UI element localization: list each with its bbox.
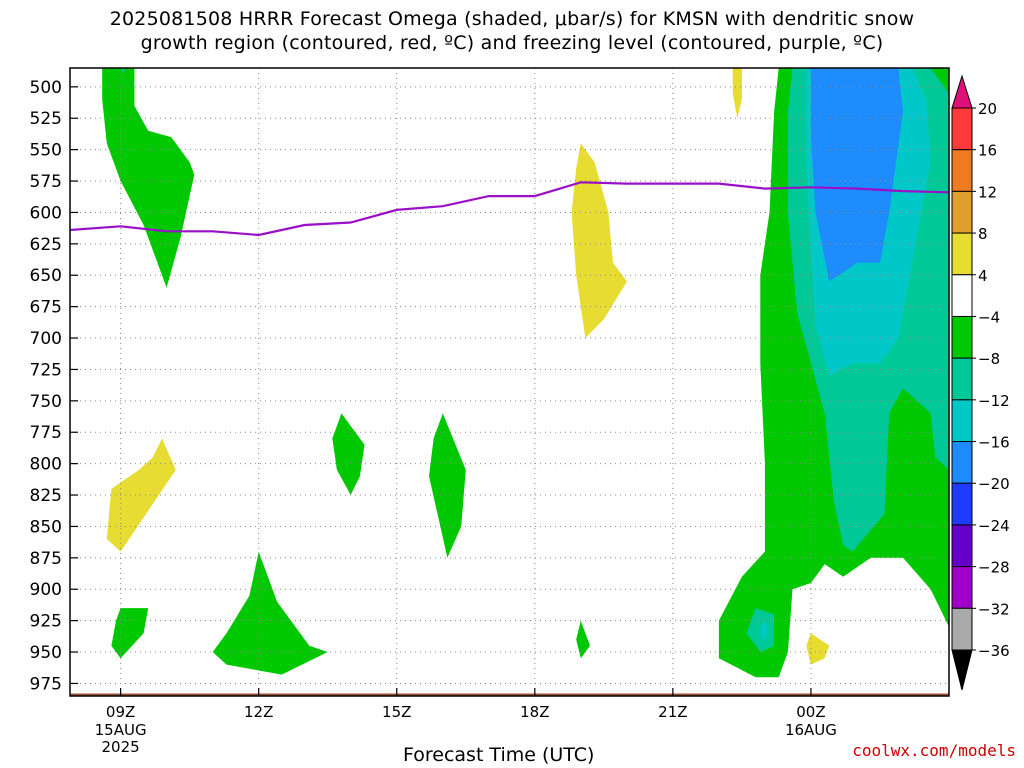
- colorbar-bin-8: [951, 441, 973, 484]
- colorbar-bin-3: [951, 232, 973, 276]
- omega-region-8: [571, 143, 627, 338]
- x-tick-label-00Z: 00Z: [796, 703, 825, 721]
- omega-region-6: [429, 413, 466, 558]
- colorbar-label-7: −12: [978, 392, 1010, 410]
- omega-region-9: [732, 68, 742, 119]
- colorbar-label-0: 20: [978, 100, 997, 118]
- colorbar-label-11: −28: [978, 559, 1010, 577]
- omega-region-3: [111, 608, 149, 659]
- y-tick-label-850: 850: [30, 517, 62, 537]
- colorbar-label-5: −4: [978, 308, 1000, 326]
- colorbar-bin-1: [951, 149, 973, 192]
- colorbar-bin-9: [951, 482, 973, 526]
- y-tick-label-525: 525: [30, 109, 62, 129]
- omega-region-4: [212, 551, 328, 675]
- y-tick-label-625: 625: [30, 235, 62, 255]
- omega-region-1: [120, 68, 126, 75]
- omega-region-7: [576, 620, 590, 659]
- omega-shading: [70, 68, 949, 696]
- colorbar-bin-5: [951, 315, 973, 359]
- y-tick-label-600: 600: [30, 203, 62, 223]
- freezing-level-line: [70, 181, 949, 237]
- x-tick-label-18Z: 18Z: [520, 703, 549, 721]
- date-label-15aug: 15AUG: [94, 721, 147, 739]
- chart-title-line-1: 2025081508 HRRR Forecast Omega (shaded, …: [109, 8, 915, 30]
- omega-region-14: [746, 608, 775, 652]
- omega-region-0: [102, 68, 195, 288]
- colorbar-bin-10: [951, 524, 973, 568]
- colorbar-bin-6: [951, 357, 973, 401]
- y-tick-label-800: 800: [30, 455, 62, 475]
- x-tick-label-15Z: 15Z: [382, 703, 411, 721]
- y-tick-label-550: 550: [30, 141, 62, 161]
- surface-band: [70, 693, 949, 696]
- y-tick-label-950: 950: [30, 643, 62, 663]
- y-tick-label-575: 575: [30, 172, 62, 192]
- y-tick-label-725: 725: [30, 360, 62, 380]
- colorbar-bin-0: [951, 107, 973, 151]
- colorbar-label-1: 16: [978, 142, 997, 160]
- colorbar-top-arrow: [951, 74, 973, 109]
- colorbar-bin-12: [951, 607, 973, 651]
- omega-region-2: [106, 438, 176, 552]
- omega-region-15: [760, 620, 768, 642]
- y-tick-label-650: 650: [30, 266, 62, 286]
- colorbar-label-12: −32: [978, 600, 1010, 618]
- colorbar-bin-11: [951, 566, 973, 609]
- y-tick-label-975: 975: [30, 674, 62, 694]
- x-tick-label-21Z: 21Z: [658, 703, 687, 721]
- credit-text: coolwx.com/models: [852, 741, 1016, 760]
- colorbar-label-13: −36: [978, 642, 1010, 660]
- colorbar-label-6: −8: [978, 350, 1000, 368]
- y-tick-label-875: 875: [30, 549, 62, 569]
- date-label-2025: 2025: [101, 738, 140, 756]
- colorbar-label-4: 4: [978, 267, 988, 285]
- y-tick-label-500: 500: [30, 78, 62, 98]
- y-tick-label-750: 750: [30, 392, 62, 412]
- colorbar-label-9: −20: [978, 475, 1010, 493]
- plot-frame: [69, 67, 950, 697]
- y-tick-label-675: 675: [30, 298, 62, 318]
- y-tick-label-825: 825: [30, 486, 62, 506]
- colorbar-bin-7: [951, 399, 973, 443]
- colorbar-label-2: 12: [978, 183, 997, 201]
- colorbar-label-8: −16: [978, 434, 1010, 452]
- y-tick-label-925: 925: [30, 612, 62, 632]
- colorbar-bin-2: [951, 190, 973, 234]
- colorbar-bottom-arrow: [951, 649, 973, 691]
- colorbar-label-10: −24: [978, 517, 1010, 535]
- freezing-level-contour: [70, 181, 949, 237]
- chart-title-line-2: growth region (contoured, red, ºC) and f…: [140, 32, 884, 54]
- omega-region-5: [332, 413, 365, 495]
- x-tick-label-09Z: 09Z: [106, 703, 135, 721]
- colorbar-label-3: 8: [978, 225, 988, 243]
- omega-region-16: [806, 633, 830, 665]
- y-tick-label-775: 775: [30, 423, 62, 443]
- colorbar: 20 16 12 8 4 −4 −8 −12 −16 −20 −24 −28 −32 −36: [951, 74, 1010, 691]
- x-axis-title: Forecast Time (UTC): [403, 744, 595, 766]
- y-tick-label-900: 900: [30, 580, 62, 600]
- colorbar-bin-4: [951, 274, 973, 317]
- y-tick-label-700: 700: [30, 329, 62, 349]
- x-tick-label-12Z: 12Z: [244, 703, 273, 721]
- omega-region-13: [810, 68, 903, 282]
- axes: 500 525 550 575 600 625 650 675 700 725 750 775 800 8…: [30, 67, 950, 721]
- date-label-16aug: 16AUG: [784, 721, 837, 739]
